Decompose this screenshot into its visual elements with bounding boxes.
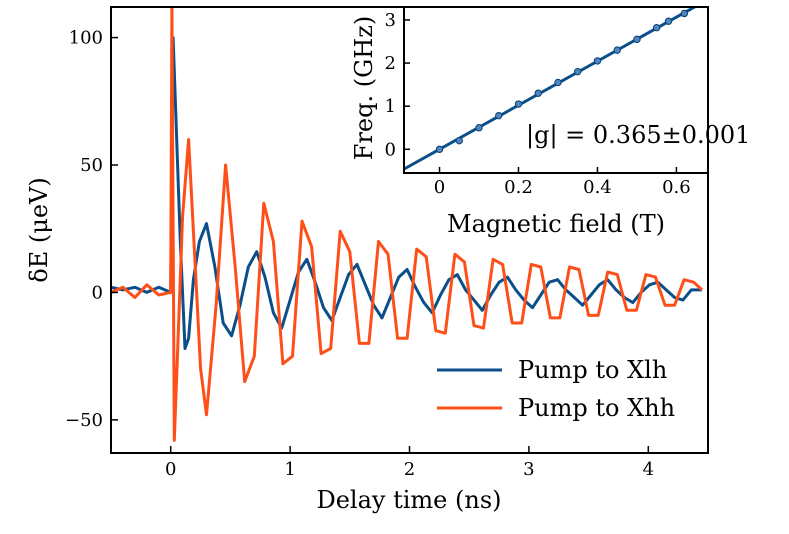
- legend-label-xhh: Pump to Xhh: [518, 394, 675, 422]
- main-x-tick-label: 2: [404, 459, 415, 480]
- inset-x-tick-label: 0.4: [583, 177, 612, 198]
- inset-y-tick-label: 0: [385, 139, 396, 160]
- inset-chart: 0 0.2 0.4 0.6 0 1 2 3 |g| = 0.365±0.001 Magneti…: [350, 6, 750, 238]
- inset-data-point: [613, 46, 621, 54]
- series-line-xhh: [111, 7, 704, 442]
- legend-label-xlh: Pump to Xlh: [518, 356, 667, 384]
- inset-data-point: [435, 145, 444, 153]
- main-x-tick-label: 0: [165, 459, 176, 480]
- inset-data-point: [680, 9, 689, 18]
- legend: Pump to Xlh Pump to Xhh: [437, 356, 675, 422]
- inset-data-point: [664, 17, 673, 25]
- inset-plot-frame: [403, 6, 709, 174]
- inset-data-point: [633, 35, 641, 44]
- inset-y-tick-label: 3: [385, 10, 396, 31]
- inset-annotation: |g| = 0.365±0.001: [526, 121, 750, 150]
- inset-data-point: [554, 78, 562, 87]
- inset-x-tick-label: 0.2: [504, 177, 533, 198]
- inset-x-tick-label: 0.6: [662, 177, 691, 198]
- inset-y-tick-label: 2: [385, 53, 396, 74]
- inset-data-point: [652, 23, 661, 32]
- inset-data-point: [593, 57, 602, 65]
- inset-data-point: [534, 89, 542, 97]
- main-x-tick-label: 3: [523, 459, 534, 480]
- inset-y-axis-label: Freq. (GHz): [350, 16, 378, 160]
- main-y-tick-label: 100: [69, 28, 103, 49]
- inset-x-tick-label: 0: [434, 177, 445, 198]
- main-y-tick-label: −50: [65, 410, 103, 431]
- inset-y-tick-label: 1: [385, 96, 396, 117]
- inset-data-point: [455, 136, 463, 145]
- main-x-axis-label: Delay time (ns): [316, 486, 501, 514]
- series-line-xlh: [111, 36, 702, 350]
- inset-data-point: [514, 100, 523, 108]
- main-y-axis-label: δE (μeV): [25, 177, 53, 282]
- inset-data-point: [574, 67, 582, 76]
- main-y-tick-label: 50: [80, 155, 103, 176]
- inset-x-axis-label: Magnetic field (T): [447, 210, 665, 238]
- main-x-tick-label: 1: [284, 459, 295, 480]
- inset-data-point: [495, 111, 503, 120]
- main-x-tick-label: 4: [643, 459, 654, 480]
- main-y-tick-label: 0: [92, 282, 103, 303]
- inset-data-point: [475, 124, 483, 132]
- inset-background: [404, 7, 708, 173]
